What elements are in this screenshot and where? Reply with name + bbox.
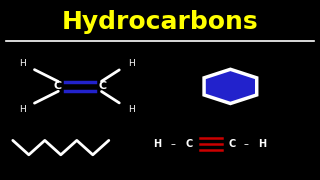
Text: H: H xyxy=(19,105,26,114)
Text: H: H xyxy=(153,139,161,149)
Text: C: C xyxy=(228,139,236,149)
Text: H: H xyxy=(128,58,135,68)
Text: Hydrocarbons: Hydrocarbons xyxy=(62,10,258,34)
Polygon shape xyxy=(204,69,257,103)
Text: –: – xyxy=(244,139,249,149)
Text: –: – xyxy=(170,139,175,149)
Text: C: C xyxy=(98,81,107,91)
Text: H: H xyxy=(19,58,26,68)
Text: H: H xyxy=(258,139,267,149)
Text: C: C xyxy=(185,139,192,149)
Text: C: C xyxy=(53,81,62,91)
Text: H: H xyxy=(128,105,135,114)
